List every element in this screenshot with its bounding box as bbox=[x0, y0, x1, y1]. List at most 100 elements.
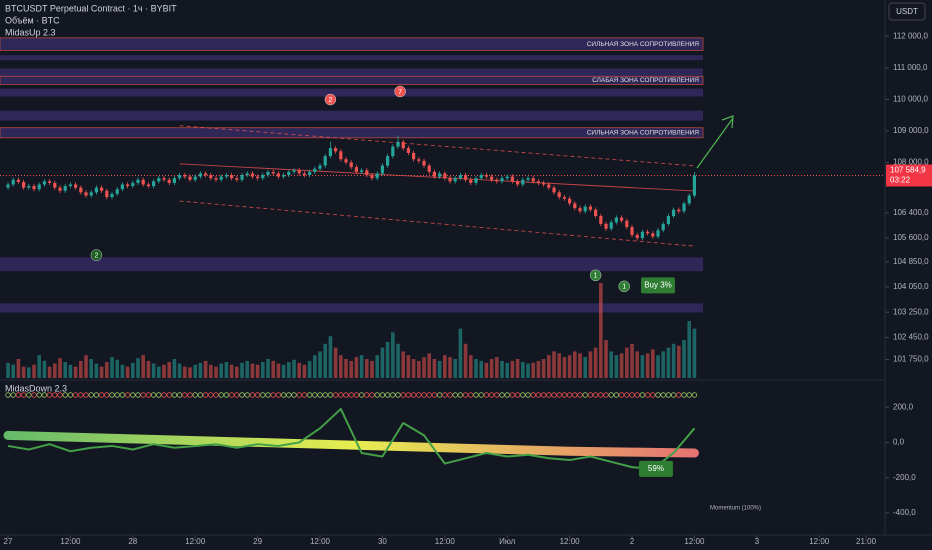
signal-dot bbox=[556, 392, 562, 398]
volume-bar bbox=[432, 359, 437, 378]
signal-dot bbox=[676, 392, 682, 398]
signal-dot bbox=[93, 392, 100, 398]
volume-bar bbox=[271, 360, 276, 378]
volume-bar bbox=[458, 328, 463, 378]
signal-dot bbox=[239, 392, 245, 398]
zone bbox=[0, 88, 703, 97]
zone bbox=[0, 303, 703, 313]
signal-dot bbox=[150, 392, 157, 398]
y-tick-label: 101 750,0 bbox=[893, 355, 929, 364]
x-tick-label: 12:00 bbox=[684, 537, 705, 546]
candle-body bbox=[53, 182, 57, 188]
candle-body bbox=[552, 187, 556, 193]
volume-bar bbox=[84, 355, 88, 378]
candle-body bbox=[484, 175, 489, 177]
volume-bar bbox=[131, 362, 135, 378]
signal-dot bbox=[660, 392, 666, 398]
candle-body bbox=[172, 178, 177, 183]
volume-bar bbox=[235, 366, 239, 378]
oscillator bbox=[3, 392, 699, 470]
candle-body bbox=[219, 176, 223, 180]
volume-bar bbox=[370, 360, 374, 378]
zones: СИЛЬНАЯ ЗОНА СОПРОТИВЛЕНИЯ СЛАБАЯ ЗОНА СО… bbox=[0, 37, 704, 313]
signal-dot bbox=[410, 392, 417, 398]
marker-label: 2 bbox=[328, 97, 332, 104]
volume-bar bbox=[484, 362, 489, 378]
volume-bar bbox=[661, 351, 666, 378]
volume-bar bbox=[614, 355, 619, 378]
volume-bar bbox=[547, 355, 551, 378]
volume-bar bbox=[214, 366, 218, 378]
signal-dot bbox=[546, 392, 552, 398]
candle-body bbox=[178, 175, 182, 179]
candle-body bbox=[661, 223, 665, 231]
signal-dot bbox=[577, 392, 583, 398]
signal-dot bbox=[384, 392, 391, 398]
signal-dot bbox=[691, 392, 698, 398]
signal-dot bbox=[353, 392, 360, 398]
volume-bar bbox=[469, 355, 473, 378]
marker bbox=[618, 280, 630, 293]
volume-bar bbox=[645, 353, 650, 378]
candle-body bbox=[666, 216, 671, 224]
candle-body bbox=[287, 171, 291, 176]
signal-dot bbox=[270, 392, 276, 398]
signal-dot bbox=[104, 392, 110, 398]
signal-dot bbox=[478, 392, 484, 398]
volume-bar bbox=[177, 363, 182, 378]
candle-body bbox=[11, 179, 15, 185]
volume-bar bbox=[515, 359, 520, 378]
candle-body bbox=[100, 187, 104, 191]
volume-bar bbox=[318, 351, 322, 378]
x-tick-label: 21:00 bbox=[856, 537, 877, 546]
signal-dot bbox=[442, 392, 448, 398]
volume-bar bbox=[313, 355, 317, 378]
x-tick-label: 27 bbox=[4, 537, 13, 546]
volume-bar bbox=[167, 362, 172, 378]
signal-dot bbox=[670, 392, 677, 398]
volume-bar bbox=[79, 360, 83, 378]
candle-body bbox=[625, 220, 629, 228]
candle-body bbox=[105, 190, 109, 198]
y-tick-label: -400,0 bbox=[893, 508, 916, 517]
y-tick-label: 112 000,0 bbox=[893, 31, 929, 40]
currency-button[interactable] bbox=[888, 2, 926, 21]
candle-body bbox=[318, 165, 322, 169]
signal-dot bbox=[322, 392, 328, 398]
candle-body bbox=[604, 223, 608, 229]
candle-body bbox=[224, 175, 229, 177]
volume-bar bbox=[73, 366, 78, 378]
candle-body bbox=[162, 178, 166, 180]
candle-body bbox=[656, 230, 660, 237]
x-tick-label: 3 bbox=[755, 537, 760, 546]
candle-body bbox=[354, 167, 359, 172]
volume-bar bbox=[120, 364, 125, 378]
volume-bar bbox=[578, 353, 582, 378]
signal-dot bbox=[566, 392, 573, 398]
candle-body bbox=[677, 209, 681, 212]
signal-dot bbox=[379, 392, 386, 398]
currency-label[interactable]: USDT bbox=[896, 7, 918, 16]
candle-body bbox=[256, 176, 260, 179]
signal-dot bbox=[681, 392, 687, 398]
volume-bar bbox=[599, 283, 603, 378]
volume-bar bbox=[573, 351, 577, 378]
signal-dot bbox=[135, 392, 141, 398]
candle-body bbox=[599, 216, 603, 224]
zone-label: СЛАБАЯ ЗОНА СОПРОТИВЛЕНИЯ bbox=[592, 77, 699, 84]
signal-dot bbox=[275, 392, 282, 398]
candle-body bbox=[516, 181, 520, 185]
candle-body bbox=[214, 178, 218, 180]
candle-body bbox=[422, 160, 426, 166]
volume-bar bbox=[287, 362, 291, 378]
x-tick-label: 12:00 bbox=[809, 537, 830, 546]
volume-bar bbox=[307, 360, 312, 378]
candle-body bbox=[126, 184, 130, 187]
signal-dot bbox=[67, 392, 74, 398]
last-price-label: 107 584,9 bbox=[890, 166, 926, 175]
signal-dot bbox=[98, 392, 105, 398]
volume-bar bbox=[302, 364, 307, 378]
volume-bar bbox=[151, 363, 156, 378]
candle-body bbox=[42, 181, 47, 185]
signal-dot bbox=[608, 392, 614, 398]
